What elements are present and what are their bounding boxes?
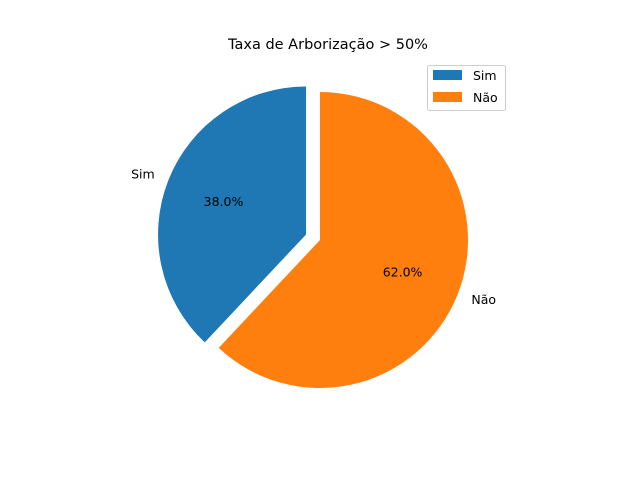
slice-percent-nao: 62.0% bbox=[383, 265, 423, 280]
pie-slice-nao bbox=[218, 92, 469, 388]
pie-labels: Sim 38.0% Não 62.0% bbox=[131, 167, 496, 307]
slice-label-nao: Não bbox=[471, 292, 496, 307]
pie-slices bbox=[158, 86, 469, 388]
pie-slice-sim bbox=[158, 86, 307, 343]
legend-label-sim: Sim bbox=[473, 68, 497, 83]
legend-swatch-sim bbox=[433, 70, 462, 80]
chart-legend: Sim Não bbox=[427, 65, 506, 111]
slice-label-sim: Sim bbox=[131, 167, 155, 182]
slice-percent-sim: 38.0% bbox=[204, 194, 244, 209]
legend-swatch-nao bbox=[433, 92, 462, 102]
chart-title: Taxa de Arborização > 50% bbox=[227, 37, 428, 53]
legend-label-nao: Não bbox=[473, 90, 498, 105]
